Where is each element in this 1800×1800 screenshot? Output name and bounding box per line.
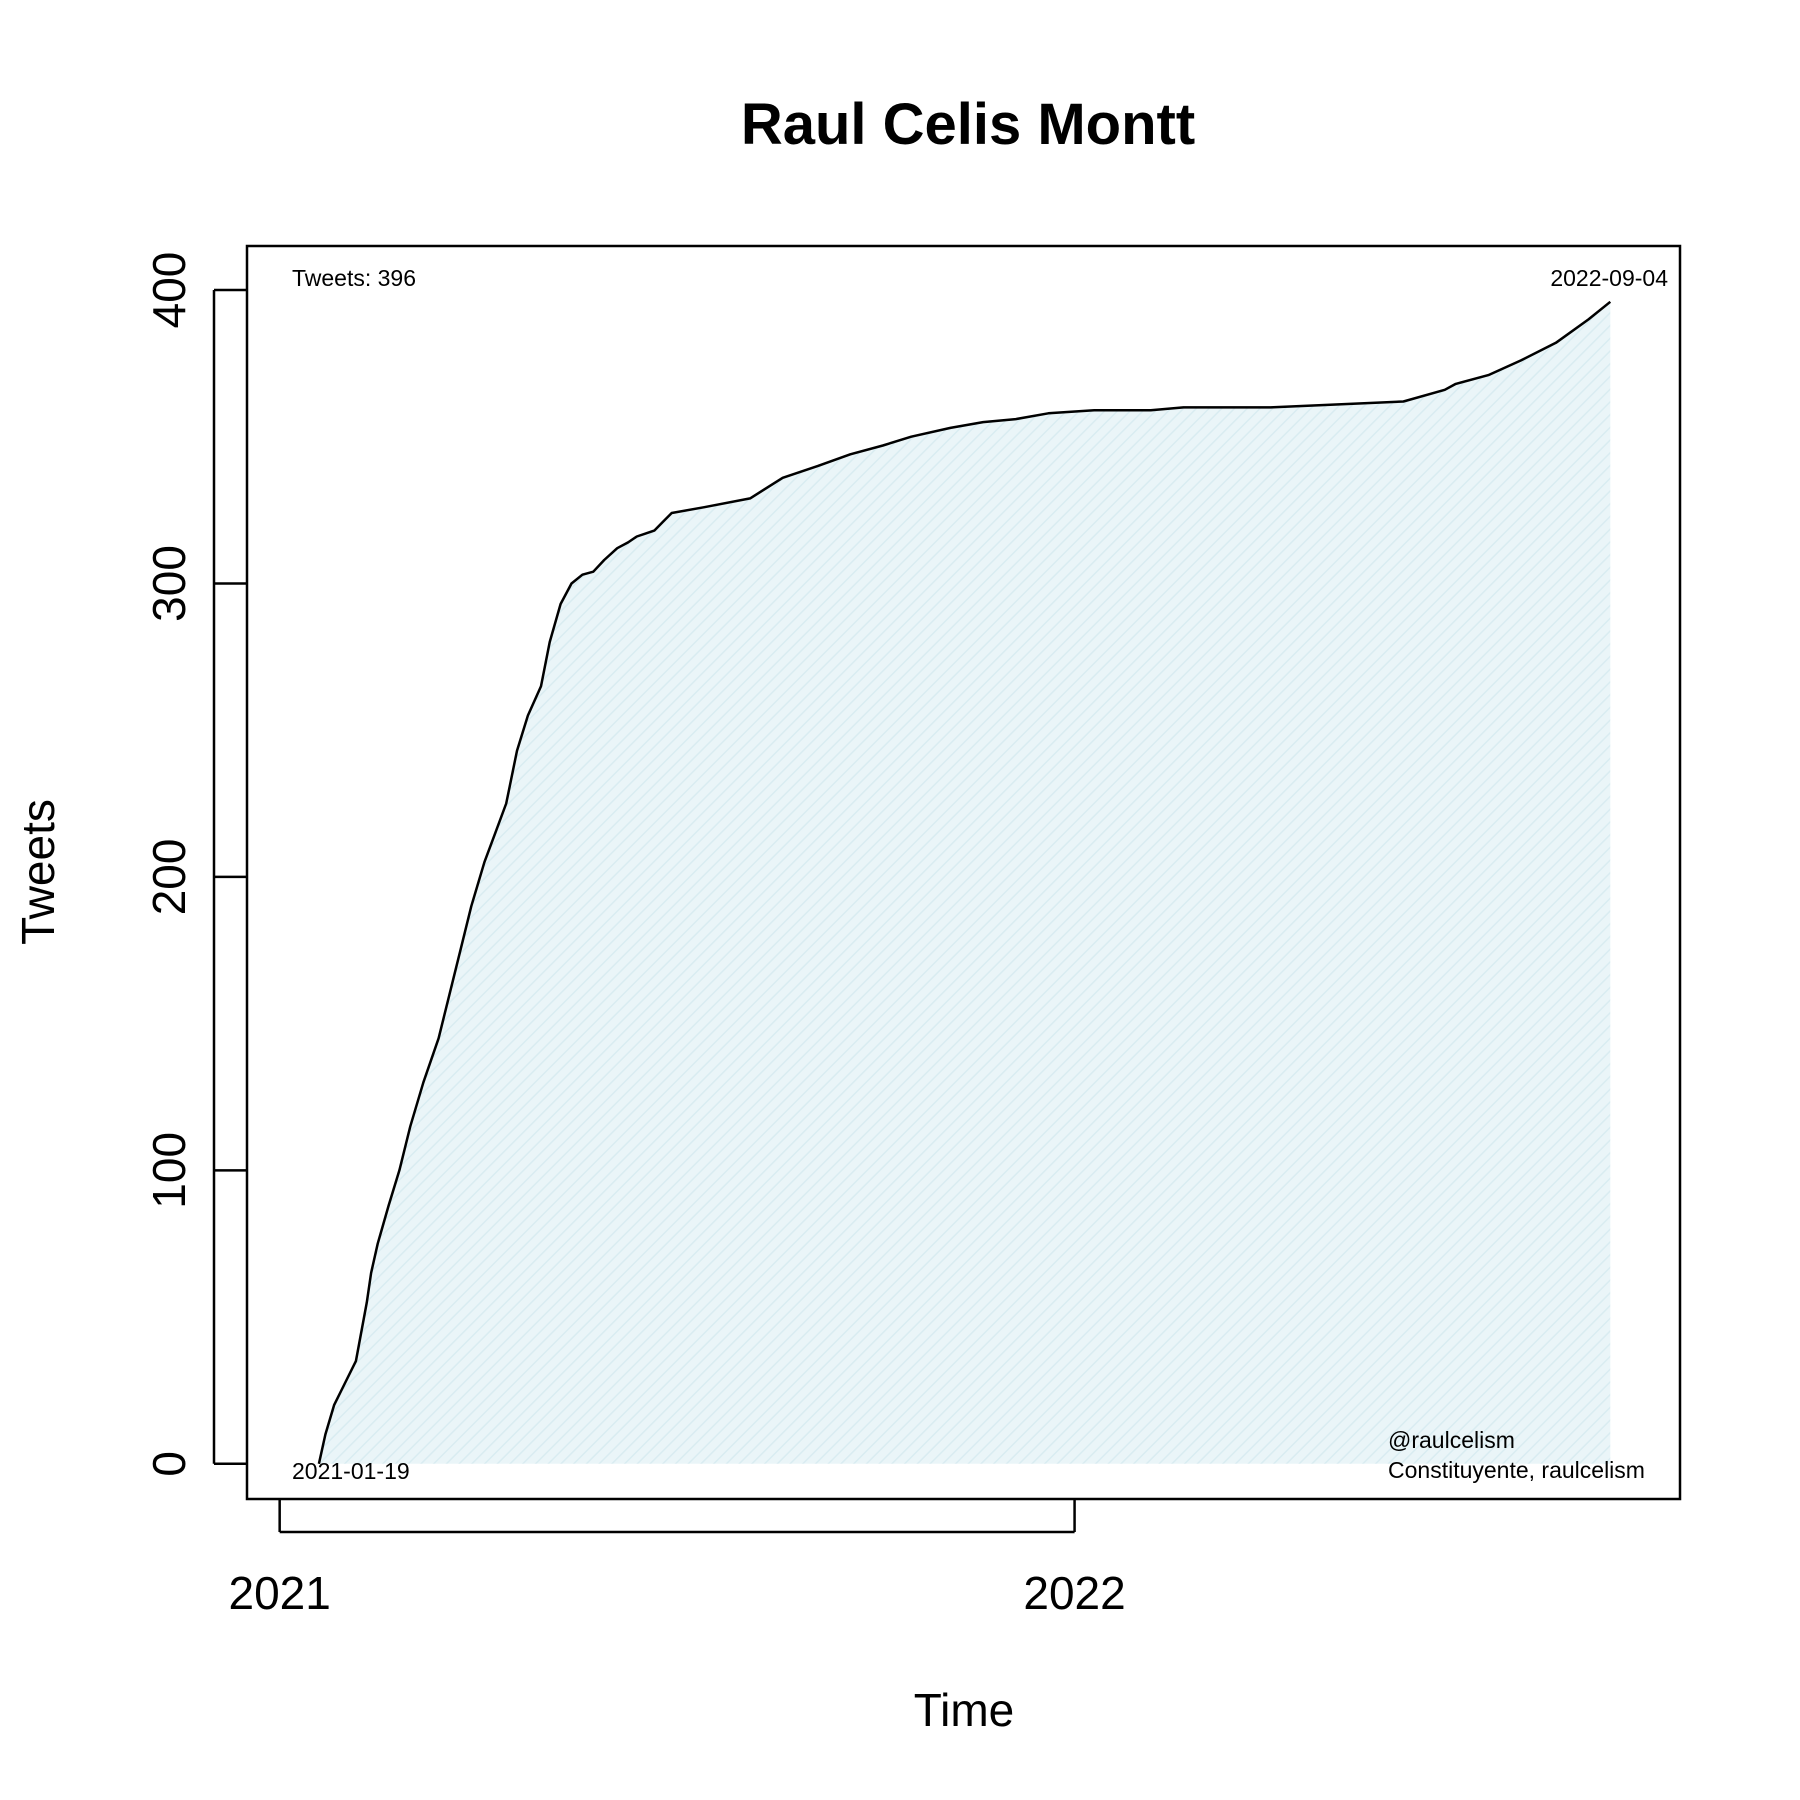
y-axis: 0 100 200 300 400 (143, 252, 247, 1477)
y-tick-label: 300 (143, 545, 195, 622)
plot-frame (245, 244, 1682, 1501)
y-axis-label: Tweets (12, 799, 64, 945)
y-tick-label: 400 (143, 252, 195, 329)
series-line (317, 300, 1612, 1465)
start-date-annotation: 2021-01-19 (292, 1458, 410, 1484)
y-tick-label: 100 (143, 1132, 195, 1209)
x-axis-label: Time (914, 1684, 1015, 1736)
y-tick-label: 0 (143, 1451, 195, 1477)
end-date-annotation: 2022-09-04 (1550, 265, 1668, 291)
handle-annotation: @raulcelism (1388, 1427, 1515, 1453)
chart-title: Raul Celis Montt (741, 92, 1195, 157)
x-tick-label: 2022 (1023, 1567, 1125, 1619)
x-axis: 2021 2022 (228, 1499, 1126, 1619)
area-fill (318, 301, 1611, 1464)
x-tick-label: 2021 (228, 1567, 330, 1619)
y-tick-label: 200 (143, 839, 195, 916)
description-annotation: Constituyente, raulcelism (1388, 1457, 1645, 1483)
tweet-count-annotation: Tweets: 396 (292, 265, 416, 291)
